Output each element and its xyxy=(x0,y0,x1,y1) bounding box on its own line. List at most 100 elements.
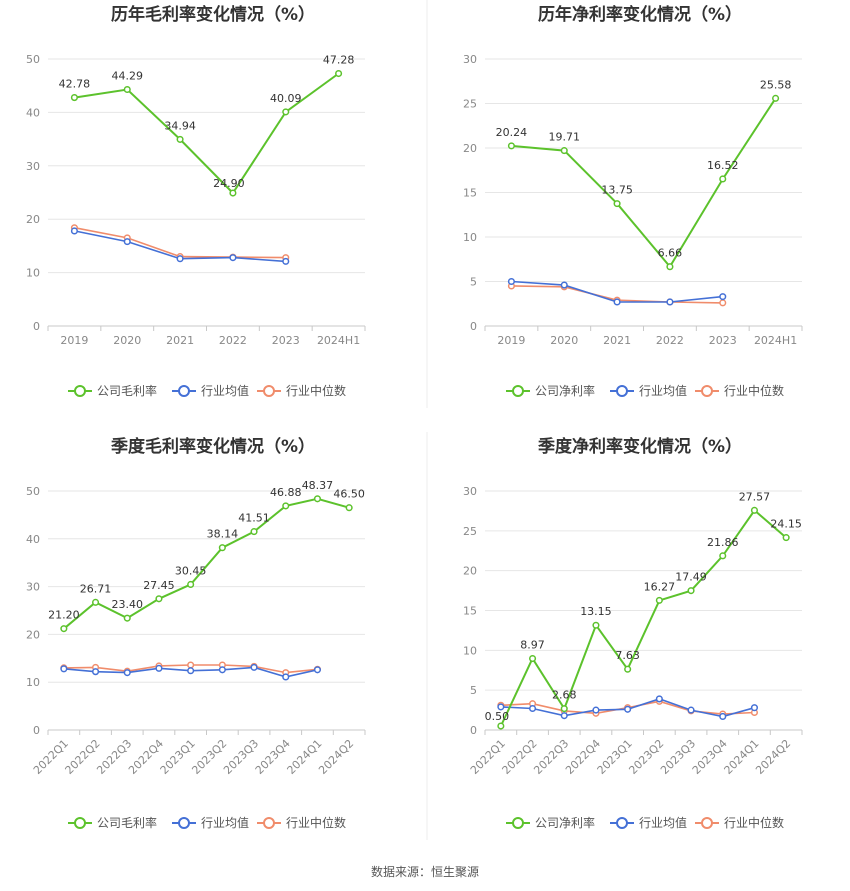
data-point-avg xyxy=(655,695,663,703)
data-point-company xyxy=(750,506,759,514)
data-label: 16.27 xyxy=(644,580,676,593)
x-tick-label: 2022 xyxy=(656,334,684,347)
circle-line-icon xyxy=(178,385,190,397)
series-line-company xyxy=(63,497,350,630)
data-point-avg xyxy=(218,666,226,674)
y-tick-label: 5 xyxy=(470,276,477,289)
legend-label: 行业均值 xyxy=(639,815,687,830)
data-point-company xyxy=(666,263,674,271)
y-tick-label: 40 xyxy=(26,533,40,546)
series-line-company xyxy=(511,97,777,269)
data-point-avg xyxy=(250,663,258,671)
data-point-company xyxy=(345,504,353,512)
legend-item-median: 行业中位数 xyxy=(257,383,346,398)
data-point-company xyxy=(497,722,505,730)
data-point-company xyxy=(782,534,790,542)
data-label: 16.52 xyxy=(707,159,739,172)
annual-gross-margin-chart: 历年毛利率变化情况（%） 0 10 20 30 40 50 2019 2020 2021 2022 2… xyxy=(26,4,366,398)
data-point-avg xyxy=(624,705,632,713)
x-tick-label: 2021 xyxy=(603,334,631,347)
data-point-avg xyxy=(613,298,621,306)
data-label: 2.68 xyxy=(552,689,577,702)
legend-item-company: 公司毛利率 xyxy=(68,815,157,830)
data-point-avg xyxy=(60,665,68,673)
annual-net-margin-chart: 历年净利率变化情况（%） 0 5 10 15 20 25 30 2019 2020 2021 2022… xyxy=(463,4,803,398)
x-tick-label: 2021 xyxy=(166,334,194,347)
circle-line-icon xyxy=(512,817,524,829)
data-label: 13.75 xyxy=(601,184,633,197)
data-point-company xyxy=(123,614,131,622)
series-line-company xyxy=(499,508,787,727)
x-tick-label: 2019 xyxy=(60,334,88,347)
data-label: 6.66 xyxy=(658,247,683,260)
data-point-company xyxy=(687,587,695,595)
data-label: 34.94 xyxy=(164,119,196,132)
data-label: 23.40 xyxy=(112,598,144,611)
data-label: 27.57 xyxy=(739,490,771,503)
data-point-company xyxy=(592,621,600,629)
y-tick-label: 0 xyxy=(470,724,477,737)
data-point-avg xyxy=(666,298,674,306)
data-point-avg xyxy=(70,227,78,235)
data-label: 21.20 xyxy=(48,609,80,622)
circle-line-icon xyxy=(263,385,275,397)
y-tick-label: 25 xyxy=(463,525,477,538)
chart-title: 季度净利率变化情况（%） xyxy=(538,436,742,457)
data-point-avg xyxy=(155,664,163,672)
circle-line-icon xyxy=(701,385,713,397)
data-label: 48.37 xyxy=(302,479,334,492)
legend-label: 行业中位数 xyxy=(724,383,784,398)
y-tick-label: 25 xyxy=(463,98,477,111)
x-tick-label: 2023 xyxy=(709,334,737,347)
data-point-company xyxy=(624,665,632,673)
y-tick-label: 30 xyxy=(26,160,40,173)
y-tick-label: 10 xyxy=(463,231,477,244)
x-tick-label: 2024H1 xyxy=(317,334,360,347)
data-point-company xyxy=(155,595,163,603)
series-line-company xyxy=(74,72,340,195)
data-point-company xyxy=(176,135,184,143)
data-point-company xyxy=(560,147,568,155)
circle-line-icon xyxy=(74,817,86,829)
data-point-company xyxy=(218,544,226,552)
legend-item-company: 公司毛利率 xyxy=(68,383,157,398)
y-tick-label: 20 xyxy=(26,628,40,641)
x-tick-label: 2024Q2 xyxy=(753,737,793,777)
y-tick-label: 0 xyxy=(470,320,477,333)
data-label: 25.58 xyxy=(760,78,792,91)
data-label: 38.14 xyxy=(207,528,239,541)
quarterly-gross-margin-chart: 季度毛利率变化情况（%）010203040502022Q12022Q22022Q… xyxy=(26,436,366,830)
data-point-company xyxy=(560,705,568,713)
legend-label: 行业中位数 xyxy=(286,815,346,830)
data-point-company xyxy=(313,495,322,503)
data-point-company xyxy=(529,654,537,663)
data-point-avg xyxy=(507,277,515,286)
circle-line-icon xyxy=(178,817,190,829)
y-tick-label: 20 xyxy=(463,142,477,155)
quarterly-net-margin-chart: 季度净利率变化情况（%）0510152025302022Q12022Q22022… xyxy=(463,436,803,830)
x-tick-label: 2020 xyxy=(550,334,578,347)
data-label: 21.86 xyxy=(707,536,739,549)
circle-line-icon xyxy=(74,385,86,397)
data-point-avg xyxy=(719,293,727,301)
x-tick-label: 2020 xyxy=(113,334,141,347)
y-tick-label: 50 xyxy=(26,485,40,498)
data-label: 30.45 xyxy=(175,564,207,577)
chart-title: 历年净利率变化情况（%） xyxy=(538,4,742,25)
circle-line-icon xyxy=(512,385,524,397)
y-tick-label: 30 xyxy=(463,53,477,66)
legend-item-avg: 行业均值 xyxy=(610,383,687,398)
data-point-company xyxy=(282,108,290,116)
data-label: 19.71 xyxy=(549,131,581,144)
y-tick-label: 40 xyxy=(26,106,40,119)
x-tick-label: 2024Q2 xyxy=(316,737,356,777)
data-point-company xyxy=(335,69,343,78)
legend-item-median: 行业中位数 xyxy=(695,815,784,830)
data-point-company xyxy=(187,580,195,588)
data-label: 8.97 xyxy=(520,639,545,652)
circle-line-icon xyxy=(616,385,628,397)
data-source-note: 数据来源：恒生聚源 xyxy=(371,864,479,879)
data-point-company xyxy=(250,528,258,536)
x-tick-label: 2022 xyxy=(219,334,247,347)
